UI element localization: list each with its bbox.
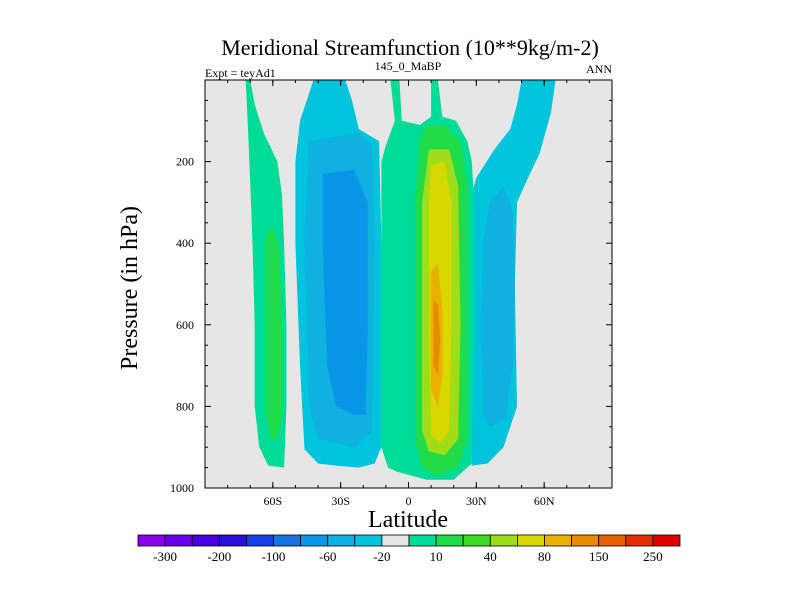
x-axis-label: Latitude	[368, 507, 448, 533]
colorbar-swatch	[245, 534, 274, 547]
colorbar-swatch	[273, 534, 302, 547]
y-axis: 200 400 600 800 1000	[170, 99, 612, 495]
x-tick-label: 60N	[534, 494, 555, 508]
colorbar-swatch	[652, 534, 681, 547]
y-tick-label: 400	[176, 236, 194, 250]
colorbar-swatch	[408, 534, 437, 547]
x-tick-label: 30N	[466, 494, 487, 508]
colorbar-swatch	[354, 534, 383, 547]
colorbar-swatch	[164, 534, 193, 547]
x-tick-label: 0	[406, 494, 412, 508]
y-axis-label: Pressure (in hPa)	[117, 206, 143, 370]
colorbar-label: -60	[319, 549, 336, 564]
season-label: ANN	[586, 62, 612, 76]
colorbar-swatch	[300, 534, 329, 547]
colorbar-label: 10	[430, 549, 443, 564]
contour-region-2	[266, 226, 282, 439]
colorbar-label: -20	[373, 549, 390, 564]
contour-region-5	[322, 169, 368, 415]
colorbar-swatch	[598, 534, 627, 547]
colorbar-swatch	[489, 534, 518, 547]
y-tick-label: 600	[176, 318, 194, 332]
colorbar-label: -100	[262, 549, 286, 564]
colorbar-swatch	[435, 534, 464, 547]
colorbar-label: 250	[643, 549, 663, 564]
colorbar-swatch	[327, 534, 356, 547]
colorbar-swatch	[544, 534, 573, 547]
colorbar-swatch	[625, 534, 654, 547]
colorbar-swatch	[137, 534, 166, 547]
x-tick-label: 60S	[263, 494, 282, 508]
chart-title: Meridional Streamfunction (10**9kg/m-2)	[221, 35, 599, 60]
colorbar-label: 40	[484, 549, 497, 564]
colorbar-swatch	[517, 534, 545, 547]
colorbar-swatch	[381, 534, 410, 547]
colorbar-swatch	[571, 534, 600, 547]
contour-region-7	[480, 186, 515, 427]
y-tick-label: 1000	[170, 481, 194, 495]
x-axis: 60S 30S 0 30N 60N	[227, 80, 590, 508]
colorbar-swatch	[191, 534, 220, 547]
experiment-label: Expt = teyAd1	[205, 66, 276, 80]
contour-region-13	[433, 300, 441, 374]
age-label: 145_0_MaBP	[375, 59, 442, 73]
y-tick-label: 200	[176, 155, 194, 169]
colorbar-label: -200	[207, 549, 231, 564]
colorbar-swatch	[218, 534, 247, 547]
x-tick-label: 30S	[331, 494, 350, 508]
plot-area	[204, 79, 613, 489]
colorbar-label: -300	[153, 549, 177, 564]
colorbar-label: 150	[589, 549, 609, 564]
colorbar-label: 80	[538, 549, 551, 564]
contour-fill-layer	[245, 80, 556, 480]
colorbar-swatch	[462, 534, 491, 547]
y-tick-label: 800	[176, 399, 194, 413]
colorbar: -300 -200 -100 -60 -20 10 40 80 150 250	[137, 534, 681, 564]
